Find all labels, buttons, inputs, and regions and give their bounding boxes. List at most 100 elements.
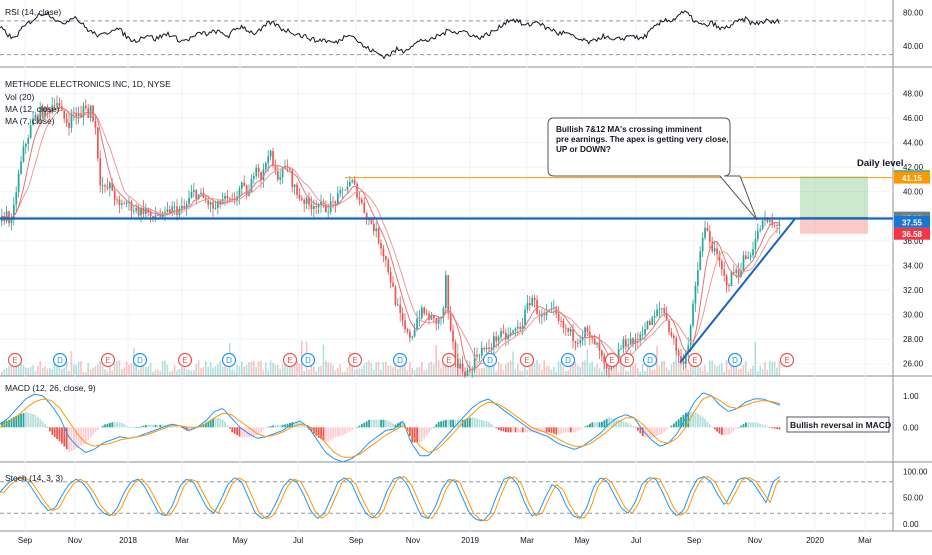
macd-histogram-bar <box>533 427 536 433</box>
macd-histogram-bar <box>747 422 750 428</box>
volume-bar <box>293 361 296 376</box>
candle-body <box>226 195 229 199</box>
macd-pane <box>0 392 890 463</box>
macd-histogram-bar <box>637 427 639 431</box>
macd-histogram-bar <box>725 427 728 435</box>
candle-body <box>37 115 39 121</box>
price-tag-label: 41.15 <box>902 174 923 183</box>
candle-body <box>596 342 598 345</box>
candle-body <box>493 336 495 348</box>
macd-histogram-bar <box>241 427 243 438</box>
macd-histogram-bar <box>735 427 738 429</box>
volume-bar <box>375 362 377 376</box>
volume-bar <box>13 363 15 376</box>
volume-bar <box>147 365 149 376</box>
volume-bar <box>56 365 58 376</box>
volume-bar <box>231 369 233 376</box>
macd-histogram-bar <box>670 425 673 428</box>
volume-bar <box>286 367 289 376</box>
macd-histogram-bar <box>505 427 507 433</box>
volume-bar <box>274 364 277 376</box>
candle-body <box>310 204 313 210</box>
candle-body <box>776 225 778 226</box>
candle-body <box>476 354 478 357</box>
candle-body <box>425 313 428 315</box>
earnings-marker <box>282 352 298 368</box>
candle-body <box>778 223 781 226</box>
symbol-title: METHODE ELECTRONICS INC, 1D, NYSE <box>5 79 171 89</box>
volume-bar <box>73 364 75 376</box>
volume-bar <box>176 370 178 376</box>
candle-body <box>317 205 320 208</box>
candle-body <box>135 207 138 211</box>
volume-bar <box>351 364 353 376</box>
volume-bar <box>574 361 577 376</box>
macd-histogram-bar <box>598 422 601 428</box>
macd-histogram-bar <box>89 427 92 438</box>
volume-bar <box>742 365 745 376</box>
price-tick-label: 26.00 <box>903 360 924 369</box>
macd-histogram-bar <box>82 427 85 445</box>
volume-bar <box>543 360 545 376</box>
macd-histogram-bar <box>301 423 303 428</box>
macd-histogram-bar <box>137 427 140 428</box>
volume-bar <box>320 365 322 376</box>
macd-histogram-bar <box>418 427 421 443</box>
candle-body <box>125 203 128 204</box>
macd-histogram-bar <box>161 424 164 428</box>
event-marker-label: E <box>352 356 357 365</box>
volume-bar <box>337 367 339 376</box>
volume-bar <box>183 367 185 376</box>
volume-bar <box>382 362 385 376</box>
candle-body <box>469 369 471 371</box>
candle-body <box>483 347 486 350</box>
candle-body <box>22 146 25 162</box>
event-marker-label: D <box>487 356 493 365</box>
macd-histogram-bar <box>435 424 438 428</box>
candle-body <box>567 328 570 332</box>
volume-bar <box>262 370 265 376</box>
price-tag-label: 37.55 <box>902 218 923 227</box>
volume-bar <box>447 362 449 376</box>
event-marker-label: E <box>784 356 789 365</box>
volume-bar <box>58 360 61 376</box>
macd-histogram-bar <box>10 418 13 428</box>
candle-body <box>269 150 272 157</box>
rsi-tick-label: 80.00 <box>903 8 924 17</box>
volume-bar <box>598 368 601 376</box>
candle-body <box>505 332 507 340</box>
macd-histogram-bar <box>706 421 709 428</box>
macd-histogram-bar <box>382 419 385 428</box>
candle-body <box>99 158 102 186</box>
volume-bar <box>77 361 80 376</box>
volume-bar <box>303 371 305 376</box>
dividend-marker <box>132 352 148 368</box>
candle-body <box>682 361 685 364</box>
volume-bar <box>620 362 622 376</box>
macd-histogram-bar <box>46 427 49 428</box>
volume-bar <box>46 368 49 376</box>
macd-histogram-bar <box>713 427 716 430</box>
volume-bar <box>224 360 226 376</box>
volume-bar <box>675 347 677 376</box>
macd-histogram-bar <box>512 427 514 433</box>
volume-bar <box>68 371 70 376</box>
candle-body <box>121 203 123 205</box>
candle-body <box>507 334 510 340</box>
volume-bar <box>740 368 742 376</box>
volume-bar <box>53 361 56 376</box>
candle-body <box>363 202 366 213</box>
macd-histogram-bar <box>250 427 253 437</box>
earnings-marker <box>7 352 23 368</box>
volume-bar <box>265 362 267 376</box>
candle-body <box>104 185 106 187</box>
macd-histogram-bar <box>341 427 344 436</box>
volume-bar <box>733 361 735 376</box>
macd-histogram-bar <box>205 422 207 428</box>
candle-body <box>315 206 318 208</box>
volume-bar <box>586 349 589 376</box>
volume-bar <box>34 371 37 376</box>
candle-body <box>562 320 565 328</box>
